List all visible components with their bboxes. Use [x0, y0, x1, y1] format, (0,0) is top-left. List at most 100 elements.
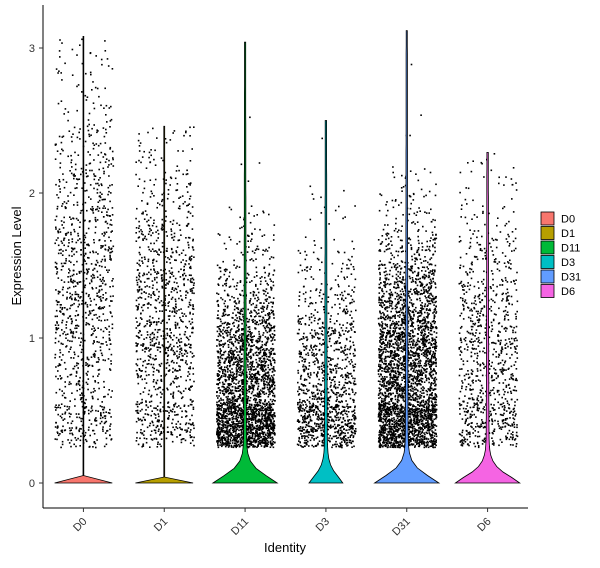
jitter-point [265, 329, 267, 332]
jitter-point [172, 239, 175, 241]
jitter-point [57, 340, 60, 343]
jitter-point [254, 322, 257, 325]
jitter-point [264, 327, 267, 330]
jitter-point [85, 362, 87, 364]
jitter-point [227, 346, 230, 348]
jitter-point [236, 375, 238, 378]
jitter-point [246, 380, 249, 383]
jitter-point [264, 362, 266, 364]
jitter-point [156, 276, 158, 279]
jitter-point [71, 223, 73, 225]
jitter-point [156, 393, 158, 396]
jitter-point [227, 442, 230, 444]
jitter-point [169, 343, 172, 346]
jitter-point [268, 413, 271, 416]
jitter-point [98, 265, 101, 267]
jitter-point [349, 340, 351, 343]
jitter-point [103, 445, 106, 448]
jitter-point [84, 219, 86, 222]
jitter-point [263, 377, 266, 379]
jitter-point [150, 348, 152, 350]
jitter-point [112, 157, 114, 159]
jitter-point [237, 307, 239, 309]
jitter-point [88, 220, 91, 223]
jitter-point [242, 294, 245, 297]
jitter-point [216, 339, 218, 341]
jitter-point [256, 427, 259, 430]
jitter-point [246, 400, 248, 402]
jitter-point [274, 339, 276, 341]
jitter-point [238, 408, 241, 411]
jitter-point [95, 55, 97, 57]
jitter-point [111, 280, 113, 282]
jitter-point [272, 394, 274, 397]
jitter-point [156, 409, 159, 411]
jitter-point [216, 403, 218, 406]
jitter-point [96, 208, 98, 210]
jitter-point [255, 399, 257, 401]
jitter-point [234, 405, 236, 407]
jitter-point [100, 247, 102, 249]
jitter-point [266, 378, 269, 381]
jitter-point [137, 375, 140, 377]
jitter-point [221, 441, 224, 443]
jitter-point [266, 250, 269, 252]
jitter-point [236, 390, 238, 393]
jitter-point [236, 387, 238, 389]
jitter-point [237, 406, 240, 409]
jitter-point [268, 412, 270, 414]
jitter-point [162, 388, 164, 391]
jitter-point [93, 175, 96, 177]
jitter-point [95, 143, 98, 145]
jitter-point [230, 412, 233, 414]
jitter-point [139, 142, 142, 144]
jitter-point [76, 327, 78, 329]
jitter-point [235, 416, 237, 418]
jitter-point [80, 253, 82, 256]
jitter-point [254, 310, 256, 312]
jitter-point [270, 428, 272, 431]
jitter-point [70, 373, 73, 376]
jitter-point [229, 285, 232, 288]
jitter-point [258, 428, 260, 430]
jitter-point [336, 414, 338, 416]
jitter-point [169, 221, 172, 223]
jitter-point [224, 424, 227, 427]
jitter-point [94, 216, 97, 219]
jitter-point [189, 265, 192, 268]
jitter-point [71, 48, 74, 51]
jitter-point [261, 407, 263, 410]
jitter-point [166, 332, 169, 335]
jitter-point [94, 226, 97, 228]
jitter-point [59, 231, 62, 233]
jitter-point [161, 200, 163, 203]
jitter-point [267, 284, 269, 286]
jitter-point [252, 437, 254, 440]
jitter-point [148, 151, 151, 154]
jitter-point [274, 414, 276, 417]
jitter-point [337, 250, 339, 253]
jitter-point [235, 428, 238, 431]
jitter-point [250, 338, 252, 341]
jitter-point [172, 349, 174, 352]
jitter-point [58, 70, 60, 72]
jitter-point [232, 317, 234, 319]
jitter-point [60, 446, 62, 449]
jitter-point [224, 370, 227, 373]
jitter-point [57, 434, 60, 437]
jitter-point [143, 325, 146, 328]
jitter-point [236, 319, 238, 322]
jitter-point [322, 429, 324, 431]
jitter-point [108, 412, 111, 415]
jitter-point [146, 265, 149, 268]
jitter-point [222, 372, 224, 375]
jitter-point [221, 438, 223, 440]
jitter-point [222, 442, 224, 444]
jitter-point [258, 357, 260, 360]
jitter-point [191, 327, 193, 330]
jitter-point [176, 362, 178, 364]
jitter-point [230, 342, 233, 345]
jitter-point [149, 446, 151, 448]
jitter-point [264, 354, 267, 357]
jitter-point [255, 311, 258, 314]
